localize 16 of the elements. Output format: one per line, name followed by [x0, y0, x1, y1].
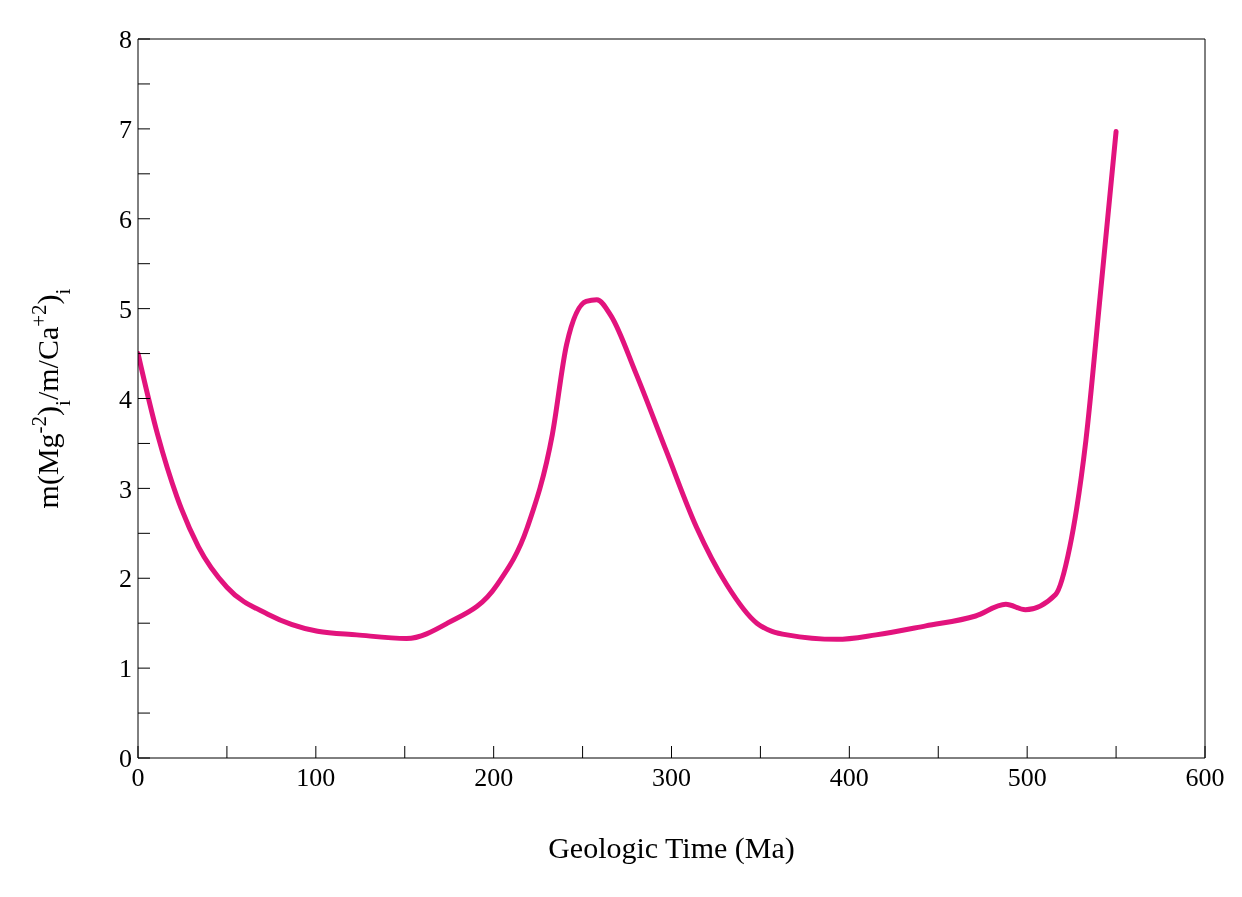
y-tick-label: 0 — [119, 744, 132, 774]
y-tick-label: 1 — [119, 654, 132, 684]
y-tick-label: 7 — [119, 115, 132, 145]
y-tick-label: 4 — [119, 384, 132, 414]
x-tick-label: 300 — [652, 763, 691, 793]
y-tick-label: 3 — [119, 474, 132, 504]
x-axis-title: Geologic Time (Ma) — [548, 831, 795, 865]
x-tick-label: 200 — [474, 763, 514, 793]
y-tick-label: 6 — [119, 204, 132, 234]
x-tick-label: 500 — [1007, 763, 1047, 793]
y-tick-label: 5 — [119, 294, 132, 324]
x-tick-label: 400 — [829, 763, 869, 793]
y-tick-label: 2 — [119, 564, 132, 594]
y-tick-label: 8 — [119, 25, 132, 55]
x-tick-label: 600 — [1185, 763, 1225, 793]
x-tick-label: 100 — [296, 763, 336, 793]
